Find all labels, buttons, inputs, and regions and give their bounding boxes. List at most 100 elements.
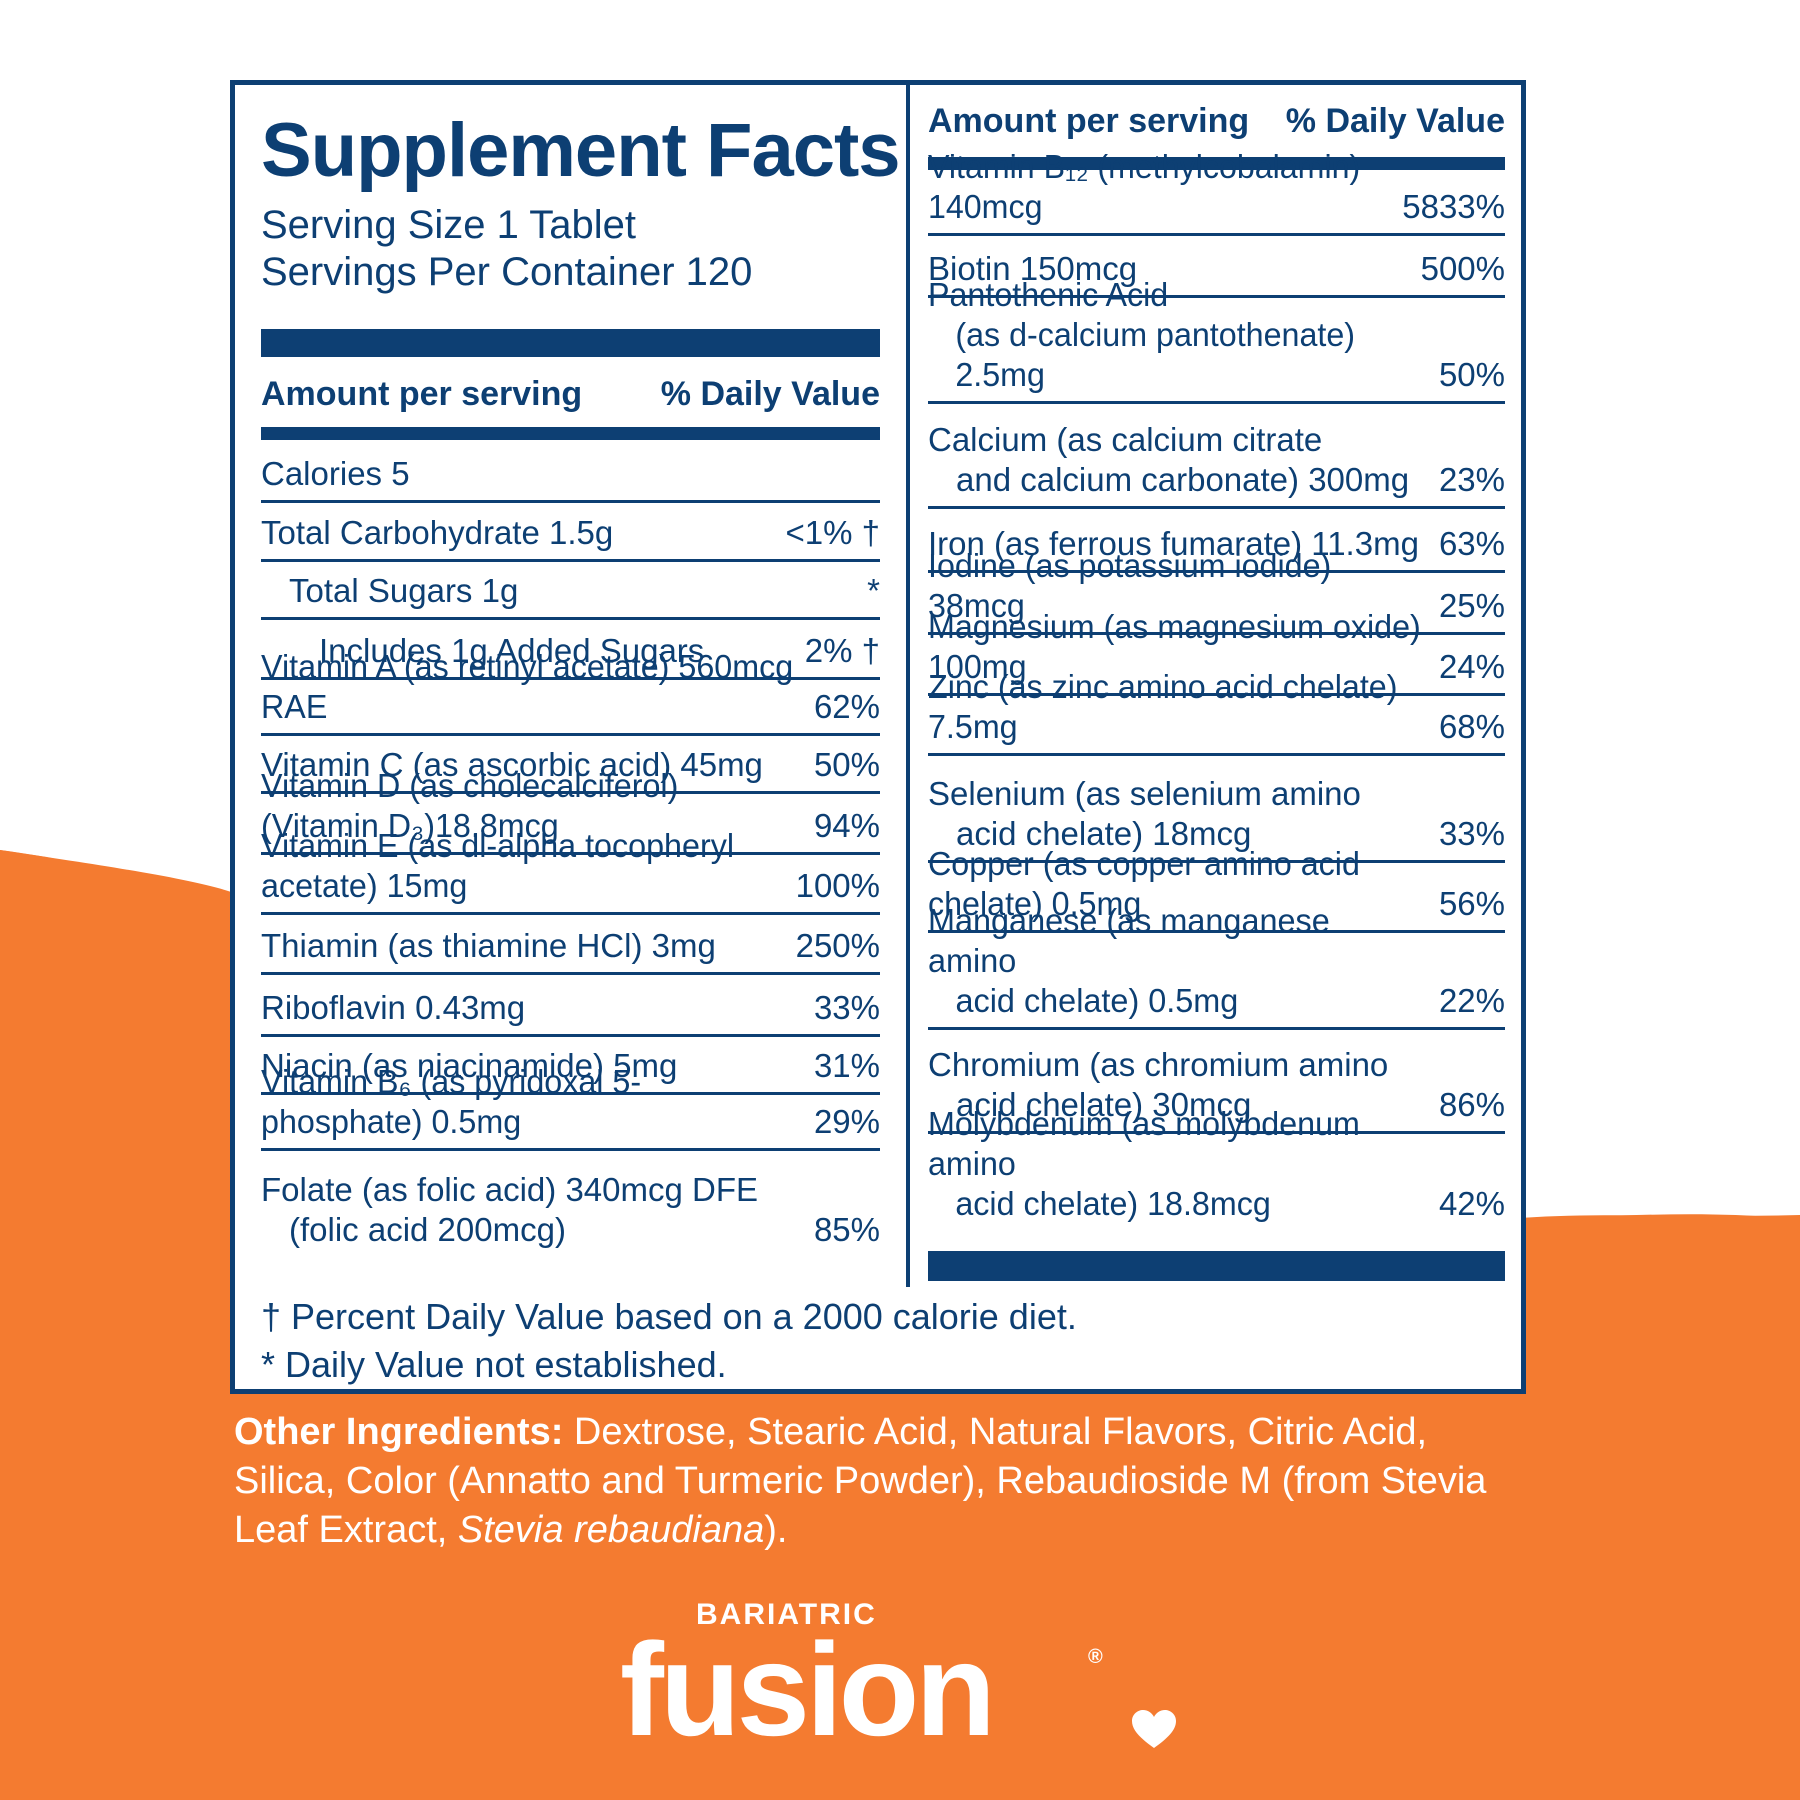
- footnote-dagger: † Percent Daily Value based on a 2000 ca…: [261, 1296, 1077, 1337]
- nutrient-name-line: Chromium (as chromium amino: [928, 1046, 1389, 1083]
- nutrient-name: Vitamin A (as retinyl acetate) 560mcg RA…: [261, 647, 802, 727]
- servings-per-container: Servings Per Container 120: [261, 250, 753, 294]
- nutrient-name: Zinc (as zinc amino acid chelate) 7.5mg: [928, 667, 1427, 747]
- nutrient-name: Molybdenum (as molybdenum amino acid chel…: [928, 1104, 1427, 1224]
- nutrient-name-line: Includes 1g Added Sugars: [319, 632, 705, 669]
- nutrient-name: Copper (as copper amino acid chelate) 0.…: [928, 844, 1427, 924]
- nutrient-name-line: Iodine (as potassium iodide) 38mcg: [928, 547, 1332, 624]
- nutrient-name: Iron (as ferrous fumarate) 11.3mg: [928, 524, 1419, 564]
- nutrient-name: Magnesium (as magnesium oxide) 100mg: [928, 607, 1427, 687]
- column-divider: [906, 85, 910, 1287]
- brand-name: fusion: [620, 1616, 996, 1763]
- nutrient-row: Biotin 150mcg 500%: [928, 236, 1505, 298]
- nutrient-daily-value: 63%: [1438, 525, 1505, 562]
- nutrient-daily-value: 85%: [813, 1211, 880, 1248]
- stevia-species: Stevia rebaudiana: [457, 1509, 765, 1551]
- nutrient-name-line: Manganese (as manganese amino: [928, 902, 1330, 979]
- nutrient-name-line: Iron (as ferrous fumarate) 11.3mg: [928, 525, 1419, 562]
- amount-header-right: Amount per serving % Daily Value: [928, 97, 1505, 145]
- nutrient-name: Vitamin C (as ascorbic acid) 45mg: [261, 745, 763, 785]
- nutrient-name: Pantothenic Acid (as d-calcium pantothena…: [928, 275, 1427, 395]
- nutrient-name-line-2: acid chelate) 18mcg: [956, 815, 1252, 852]
- nutrient-daily-value: 50%: [1438, 356, 1505, 393]
- other-ingredients-label: Other Ingredients:: [234, 1411, 564, 1453]
- nutrient-row: Vitamin B₆ (as pyridoxal 5-phosphate) 0.…: [261, 1063, 880, 1151]
- nutrient-row: Iron (as ferrous fumarate) 11.3mg 63%: [928, 509, 1505, 573]
- footnote-star: * Daily Value not established.: [261, 1344, 727, 1385]
- nutrient-daily-value: 68%: [1438, 708, 1505, 745]
- nutrient-row: Calcium (as calcium citrate and calcium c…: [928, 404, 1505, 509]
- nutrient-name-line-2: acid chelate) 0.5mg: [955, 982, 1239, 1019]
- nutrient-daily-value: 100%: [795, 867, 880, 904]
- nutrient-name: Total Carbohydrate 1.5g: [261, 513, 613, 553]
- nutrient-row: Vitamin D (as cholecalciferol) (Vitamin …: [261, 767, 880, 855]
- nutrient-row: Chromium (as chromium amino acid chelate)…: [928, 1030, 1505, 1134]
- nutrient-daily-value: 5833%: [1402, 188, 1505, 225]
- nutrient-name-line: Selenium (as selenium amino: [928, 775, 1361, 812]
- nutrient-row: Manganese (as manganese amino acid chelat…: [928, 902, 1505, 1030]
- nutrient-name-line: Vitamin E (as dl-alpha tocopheryl acetat…: [261, 827, 735, 904]
- nutrient-daily-value: 33%: [1438, 815, 1505, 852]
- nutrient-row: Zinc (as zinc amino acid chelate) 7.5mg 6…: [928, 668, 1505, 756]
- nutrient-list-left: Calories 5 Total Carbohydrate 1.5g <1% † To…: [261, 447, 880, 1256]
- nutrient-daily-value: 24%: [1438, 648, 1505, 685]
- nutrient-name-line: Vitamin B₁₂ (methylcobalamin) 140mcg: [928, 148, 1361, 225]
- brand-sub: BARIATRIC: [696, 1598, 877, 1631]
- nutrient-daily-value: 56%: [1438, 885, 1505, 922]
- nutrient-name: Chromium (as chromium amino acid chelate)…: [928, 1045, 1388, 1125]
- nutrient-name: Selenium (as selenium amino acid chelate)…: [928, 774, 1361, 854]
- nutrient-row: Vitamin A (as retinyl acetate) 560mcg RA…: [261, 648, 880, 736]
- nutrient-daily-value: 29%: [813, 1103, 880, 1140]
- nutrient-daily-value: 62%: [813, 688, 880, 725]
- nutrient-row: Includes 1g Added Sugars 2% †: [261, 620, 880, 680]
- nutrient-name-line: Total Carbohydrate 1.5g: [261, 514, 614, 551]
- nutrient-daily-value: 50%: [813, 746, 880, 783]
- nutrient-name: Vitamin D (as cholecalciferol) (Vitamin …: [261, 766, 802, 846]
- nutrient-name: Vitamin B₆ (as pyridoxal 5-phosphate) 0.…: [261, 1062, 802, 1142]
- nutrient-name: Vitamin E (as dl-alpha tocopheryl acetat…: [261, 826, 784, 906]
- nutrient-daily-value: 86%: [1438, 1086, 1505, 1123]
- amount-per-serving-label: Amount per serving: [928, 101, 1250, 140]
- medium-divider: [928, 157, 1505, 170]
- nutrient-daily-value: 22%: [1438, 982, 1505, 1019]
- nutrient-row: Thiamin (as thiamine HCl) 3mg 250%: [261, 915, 880, 975]
- nutrient-name: Vitamin B₁₂ (methylcobalamin) 140mcg: [928, 147, 1390, 227]
- nutrient-name: Folate (as folic acid) 340mcg DFE (folic …: [261, 1170, 758, 1250]
- nutrient-name-line-2: and calcium carbonate) 300mg: [956, 461, 1410, 498]
- heart-icon: [1132, 1710, 1176, 1748]
- amount-header: Amount per serving % Daily Value: [261, 370, 880, 418]
- nutrient-name-line: Pantothenic Acid: [928, 276, 1169, 313]
- nutrient-row: Calories 5: [261, 447, 880, 503]
- nutrient-name-line: Thiamin (as thiamine HCl) 3mg: [261, 927, 716, 964]
- nutrient-name: Iodine (as potassium iodide) 38mcg: [928, 546, 1427, 626]
- brand-logo: BARIATRIC fusion ®: [620, 1598, 1180, 1763]
- nutrient-row: Riboflavin 0.43mg 33%: [261, 975, 880, 1037]
- nutrient-row: Pantothenic Acid (as d-calcium pantothena…: [928, 276, 1505, 404]
- footnotes: † Percent Daily Value based on a 2000 ca…: [261, 1293, 1077, 1389]
- nutrient-row: Vitamin C (as ascorbic acid) 45mg 50%: [261, 736, 880, 794]
- nutrient-name-line: Magnesium (as magnesium oxide) 100mg: [928, 608, 1421, 685]
- nutrient-list-right: Vitamin B₁₂ (methylcobalamin) 140mcg 5833…: [928, 148, 1505, 1230]
- nutrient-row: Total Sugars 1g *: [261, 562, 880, 620]
- nutrient-daily-value: *: [867, 572, 880, 609]
- nutrient-name-line: Riboflavin 0.43mg: [261, 989, 526, 1026]
- thick-divider: [261, 329, 880, 357]
- nutrient-name-line: Copper (as copper amino acid chelate) 0.…: [928, 845, 1360, 922]
- nutrient-daily-value: 42%: [1438, 1185, 1505, 1222]
- nutrient-daily-value: 25%: [1438, 587, 1505, 624]
- nutrient-row: Total Carbohydrate 1.5g <1% †: [261, 503, 880, 562]
- other-ingredients-text: Dextrose, Stearic Acid, Natural Flavors,…: [234, 1411, 1487, 1551]
- nutrient-name: Biotin 150mcg: [928, 249, 1137, 289]
- nutrient-row: Copper (as copper amino acid chelate) 0.…: [928, 845, 1505, 933]
- nutrient-name-line: Biotin 150mcg: [928, 250, 1138, 287]
- supplement-facts-panel: Supplement Facts Serving Size 1 Tablet S…: [230, 80, 1526, 1394]
- nutrient-daily-value: 94%: [813, 807, 880, 844]
- nutrient-daily-value: 250%: [795, 927, 880, 964]
- daily-value-label: % Daily Value: [1285, 101, 1505, 140]
- nutrient-row: Vitamin E (as dl-alpha tocopheryl acetat…: [261, 827, 880, 915]
- nutrient-name: Total Sugars 1g: [289, 571, 518, 611]
- nutrient-name-line: Vitamin A (as retinyl acetate) 560mcg RA…: [261, 648, 794, 725]
- nutrient-daily-value: 500%: [1420, 250, 1505, 287]
- nutrient-name-line: Folate (as folic acid) 340mcg DFE: [261, 1171, 759, 1208]
- nutrient-name-line: Vitamin C (as ascorbic acid) 45mg: [261, 746, 763, 783]
